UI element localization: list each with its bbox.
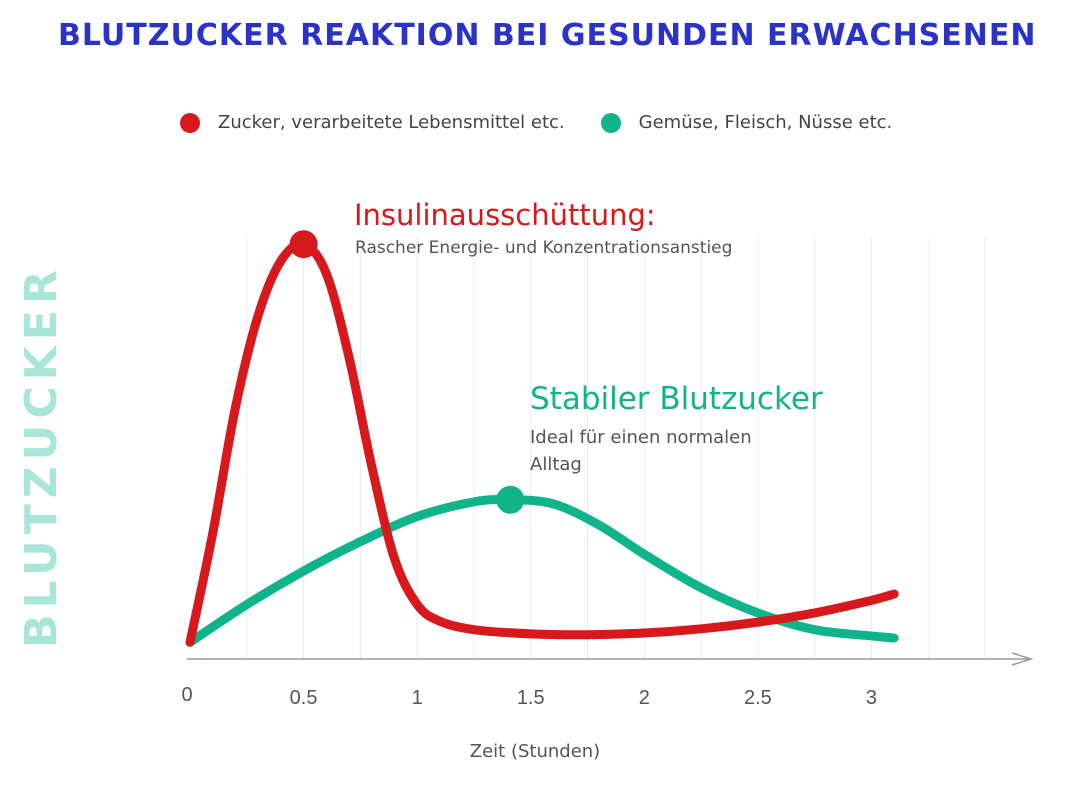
peak-marker-sugar <box>289 230 318 259</box>
annotation-insulin-title: Insulinausschüttung: <box>354 198 656 232</box>
x-tick-labels: 0 0.5 1 1.5 2 2.5 3 <box>181 684 877 709</box>
annotation-stable-line1: Ideal für einen normalen <box>530 427 752 448</box>
x-axis-arrow <box>1011 652 1034 666</box>
x-tick-label: 1 <box>412 687 423 709</box>
page-title: BLUTZUCKER REAKTION BEI GESUNDEN ERWACHS… <box>58 18 1037 53</box>
x-axis <box>187 652 1034 666</box>
peak-marker-vegetables <box>496 485 525 514</box>
x-tick-label: 0.5 <box>290 687 318 709</box>
x-tick-label: 1.5 <box>517 687 545 709</box>
annotation-stable-line2: Alltag <box>530 454 582 475</box>
series-line-sugar <box>185 239 899 647</box>
legend-dot-green <box>600 112 621 133</box>
legend-label: Zucker, verarbeitete Lebensmittel etc. <box>218 112 565 133</box>
annotation-stable: Stabiler Blutzucker Ideal für einen norm… <box>530 381 823 475</box>
x-tick-label: 0 <box>181 684 192 706</box>
grid <box>246 238 986 659</box>
legend-label: Gemüse, Fleisch, Nüsse etc. <box>638 112 893 133</box>
annotation-insulin-text: Rascher Energie- und Konzentrationsansti… <box>355 238 732 258</box>
annotation-insulin: Insulinausschüttung: Rascher Energie- un… <box>354 198 732 258</box>
x-tick-label: 2 <box>639 687 650 709</box>
legend: Zucker, verarbeitete Lebensmittel etc. G… <box>180 112 928 133</box>
series-line-vegetables <box>185 495 899 647</box>
legend-item-vegetables: Gemüse, Fleisch, Nüsse etc. <box>600 112 893 133</box>
legend-dot-red <box>180 112 200 133</box>
legend-item-sugar: Zucker, verarbeitete Lebensmittel etc. <box>180 112 565 133</box>
x-tick-label: 3 <box>866 687 877 709</box>
series-lines <box>185 230 899 647</box>
annotation-stable-title: Stabiler Blutzucker <box>530 381 823 417</box>
x-axis-label: Zeit (Stunden) <box>470 741 600 762</box>
x-tick-label: 2.5 <box>744 687 772 709</box>
